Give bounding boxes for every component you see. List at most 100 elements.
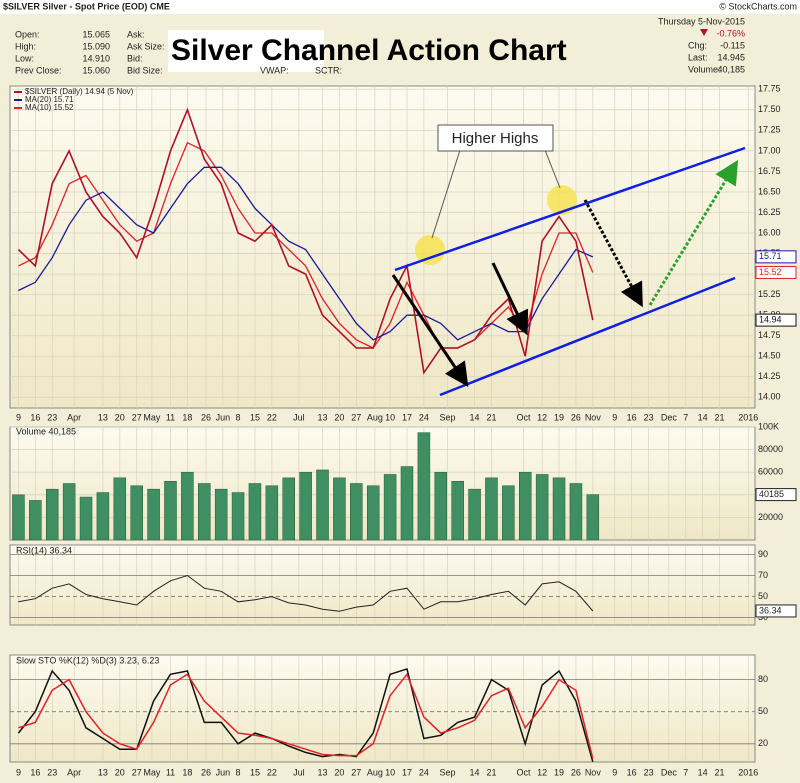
volume-bar <box>316 469 329 541</box>
volume-bar <box>62 483 76 541</box>
series-line <box>17 667 594 763</box>
annotations: Higher Highs Silver Channel Action Chart <box>168 30 746 397</box>
field-label: Volume: <box>688 64 721 74</box>
x-tick-label: 14 <box>470 412 480 422</box>
x-tick-label: Oct <box>517 412 532 422</box>
arrow <box>391 274 469 387</box>
value-tag-label: 40185 <box>759 489 784 499</box>
x-tick-label: 23 <box>644 767 654 777</box>
marks: 14.0014.2514.5014.7515.0015.2515.5015.75… <box>10 84 797 777</box>
x-tick-label: 21 <box>486 412 496 422</box>
value-tag-label: 15.52 <box>759 267 782 277</box>
panel-legend: Slow STO %K(12) %D(3) 3.23, 6.23 <box>16 655 159 665</box>
x-tick-label: 17 <box>402 767 412 777</box>
y-tick-label: 17.75 <box>758 84 781 94</box>
field-value: 14.945 <box>717 52 745 62</box>
x-tick-label: 24 <box>419 767 429 777</box>
x-tick-label: 16 <box>30 412 40 422</box>
legend-label: MA(20) 15.71 <box>25 95 74 104</box>
x-tick-label: 15 <box>250 767 260 777</box>
legend-label: $SILVER (Daily) 14.94 (5 Nov) <box>25 87 134 96</box>
field-label: Bid: <box>127 53 143 63</box>
field-label: SCTR: <box>315 65 342 75</box>
channel-lower <box>439 276 736 397</box>
x-tick-label: 10 <box>385 412 395 422</box>
volume-bar <box>198 483 211 541</box>
volume-bar <box>468 488 481 541</box>
y-tick-label: 16.25 <box>758 207 781 217</box>
x-tick-label: 8 <box>236 767 241 777</box>
x-tick-label: 21 <box>715 412 725 422</box>
volume-bar <box>586 494 600 541</box>
volume-bar <box>96 492 110 541</box>
volume-bar <box>164 480 177 541</box>
volume-bar <box>333 477 346 541</box>
field-label: Low: <box>15 53 34 63</box>
y-tick-label: 50 <box>758 706 768 716</box>
change-pct: -0.76% <box>716 28 745 38</box>
x-tick-label: May <box>143 412 161 422</box>
y-tick-label: 50 <box>758 591 768 601</box>
x-tick-label: 21 <box>486 767 496 777</box>
y-tick-label: 14.00 <box>758 392 781 402</box>
value-tag-label: 14.94 <box>759 314 782 324</box>
volume-bar <box>502 485 515 541</box>
x-tick-label: 13 <box>318 767 328 777</box>
panel-legend: Volume 40,185 <box>16 426 76 436</box>
volume-bar <box>451 480 464 541</box>
y-tick-label: 15.25 <box>758 289 781 299</box>
volume-bar <box>113 477 127 541</box>
x-tick-label: Apr <box>67 767 81 777</box>
y-tick-label: 14.75 <box>758 330 781 340</box>
x-tick-label: Jul <box>293 767 305 777</box>
volume-bar <box>485 477 498 541</box>
x-tick-label: Aug <box>367 412 383 422</box>
field-label: Open: <box>15 29 40 39</box>
x-tick-label: 2016 <box>738 767 758 777</box>
x-tick-label: 12 <box>537 412 547 422</box>
y-tick-label: 16.75 <box>758 166 781 176</box>
panel-legend: RSI(14) 36.34 <box>16 545 72 555</box>
x-tick-label: May <box>143 767 161 777</box>
field-value: 40,185 <box>717 64 745 74</box>
x-tick-label: 8 <box>236 412 241 422</box>
field-label: High: <box>15 41 36 51</box>
x-tick-label: 23 <box>47 767 57 777</box>
down-triangle <box>700 29 708 36</box>
x-tick-label: 14 <box>698 767 708 777</box>
volume-bar <box>12 494 25 541</box>
x-tick-label: 26 <box>571 767 581 777</box>
y-tick-label: 17.50 <box>758 104 781 114</box>
volume-bar <box>366 485 380 541</box>
field-label: Chg: <box>688 40 707 50</box>
x-tick-label: Nov <box>585 767 602 777</box>
value-tag <box>755 488 797 502</box>
highlight <box>415 235 445 265</box>
title-box <box>168 30 324 72</box>
x-tick-label: 24 <box>419 412 429 422</box>
x-tick-label: 16 <box>30 767 40 777</box>
field-value: 15.065 <box>82 29 110 39</box>
y-tick-label: 20000 <box>758 512 783 522</box>
volume-bar <box>552 477 566 541</box>
arrow <box>583 199 643 308</box>
x-tick-label: 9 <box>16 767 21 777</box>
y-tick-label: 60000 <box>758 467 783 477</box>
callout-box <box>437 124 554 152</box>
x-tick-label: Dec <box>661 767 678 777</box>
y-tick-label: 17.25 <box>758 125 781 135</box>
y-tick-label: 100K <box>758 421 779 431</box>
volume-bar <box>417 432 431 541</box>
y-tick-label: 80000 <box>758 444 783 454</box>
x-tick-label: Nov <box>585 412 602 422</box>
x-tick-label: 10 <box>385 767 395 777</box>
x-tick-label: Aug <box>367 767 383 777</box>
x-tick-label: 7 <box>683 767 688 777</box>
x-tick-label: 9 <box>612 412 617 422</box>
callout-line <box>544 149 561 189</box>
value-tag <box>755 265 797 279</box>
price-panel <box>9 85 756 409</box>
volume-bar <box>45 488 59 541</box>
